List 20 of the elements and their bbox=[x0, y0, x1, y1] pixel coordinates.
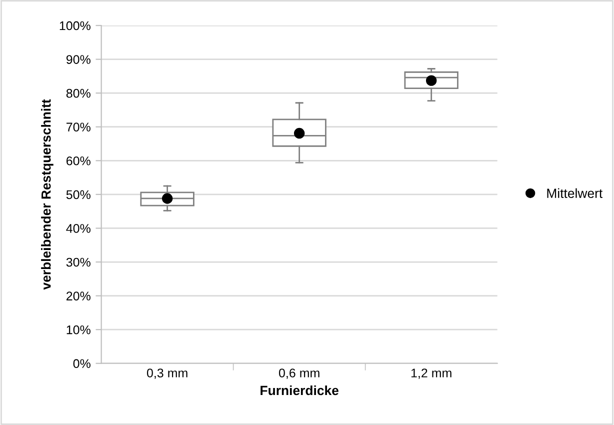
y-tick-label: 40% bbox=[66, 224, 90, 233]
y-tick-label: 0% bbox=[73, 359, 90, 368]
y-tick-label: 100% bbox=[60, 21, 90, 30]
point bbox=[294, 128, 305, 139]
x-axis-title: Furnierdicke bbox=[260, 385, 338, 396]
point bbox=[162, 193, 173, 204]
y-tick-label: 90% bbox=[66, 55, 90, 64]
y-tick-label: 50% bbox=[66, 190, 90, 200]
y-axis-title: verbleibender Restquerschnitt bbox=[41, 99, 54, 290]
y-tick-label: 20% bbox=[66, 292, 90, 300]
y-tick-label: 10% bbox=[66, 325, 90, 334]
x-tick-label: 0,3 mm bbox=[146, 368, 188, 379]
point bbox=[426, 75, 437, 86]
x-tick-label: 1,2 mm bbox=[411, 368, 452, 379]
y-tick-label: 80% bbox=[66, 88, 90, 98]
x-tick-label: 0,6 mm bbox=[278, 368, 320, 379]
y-tick-label: 30% bbox=[66, 258, 90, 267]
legend-label: Mittelwert bbox=[547, 188, 603, 198]
y-tick-label: 70% bbox=[66, 122, 90, 132]
y-tick-label: 60% bbox=[66, 156, 90, 166]
